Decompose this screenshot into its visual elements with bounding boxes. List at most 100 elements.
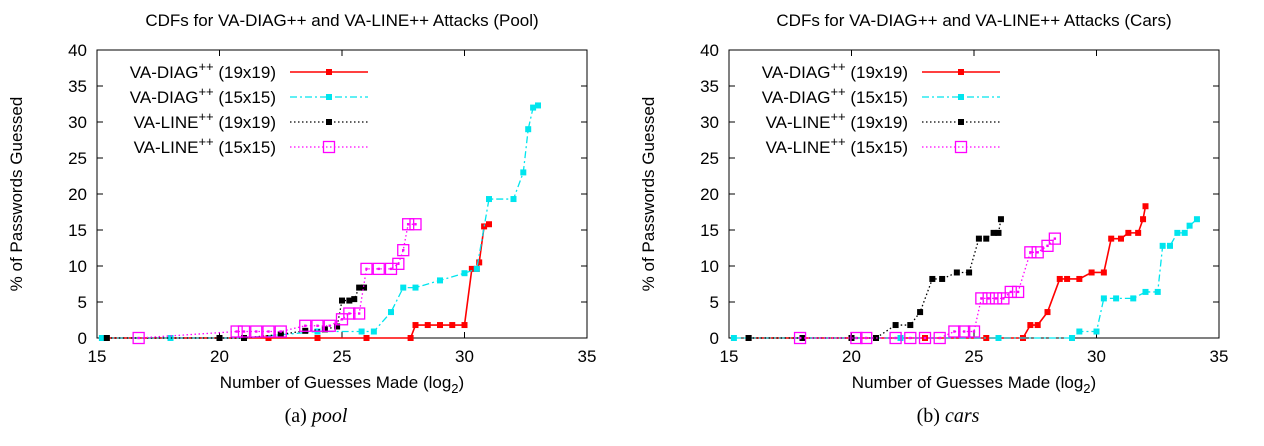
- data-point-center: [267, 330, 270, 333]
- data-point-center: [255, 330, 258, 333]
- data-point-center: [328, 324, 331, 327]
- data-point: [1056, 275, 1063, 282]
- data-point: [1142, 288, 1149, 295]
- legend-marker: [958, 69, 964, 75]
- series-line: [138, 223, 416, 339]
- data-point: [1154, 288, 1161, 295]
- data-point: [530, 104, 537, 111]
- series-line: [800, 238, 1056, 339]
- data-point: [132, 331, 145, 345]
- data-point: [997, 216, 1004, 223]
- data-point-center: [377, 267, 380, 271]
- legend: VA-DIAG++ (19x19)VA-DIAG++ (15x15)VA-LIN…: [130, 59, 368, 157]
- data-point: [1044, 309, 1051, 316]
- x-tick-label: 35: [1210, 347, 1229, 366]
- series-line: [748, 206, 1147, 339]
- data-point: [449, 322, 456, 329]
- data-point: [486, 196, 492, 203]
- legend-label: VA-DIAG++ (15x15): [130, 84, 276, 107]
- data-point: [351, 296, 358, 303]
- y-tick-label: 0: [78, 329, 87, 348]
- data-point-center: [855, 336, 858, 340]
- data-point: [918, 331, 932, 345]
- data-point-center: [397, 262, 400, 266]
- series-line: [733, 218, 1198, 339]
- y-tick-label: 5: [78, 293, 87, 312]
- data-point-center: [953, 330, 956, 333]
- data-point: [461, 270, 468, 277]
- data-point: [1076, 275, 1083, 282]
- data-point: [237, 325, 251, 338]
- x-tick-label: 35: [578, 347, 597, 366]
- legend-label: VA-LINE++ (15x15): [134, 134, 276, 157]
- data-point-center: [304, 324, 307, 327]
- data-point: [966, 269, 973, 276]
- data-point: [1125, 229, 1132, 236]
- data-point: [892, 322, 899, 329]
- data-point: [967, 325, 981, 338]
- data-point: [1041, 239, 1054, 252]
- data-point: [241, 335, 247, 341]
- data-point: [1130, 295, 1137, 302]
- data-point-center: [894, 336, 897, 340]
- legend-marker: [958, 94, 964, 100]
- data-point: [1181, 229, 1188, 236]
- series-line: [101, 104, 539, 339]
- data-point: [1118, 235, 1124, 242]
- x-tick-label: 30: [1087, 347, 1106, 366]
- data-point: [929, 275, 936, 282]
- data-point: [982, 292, 995, 305]
- series-1: [745, 203, 1149, 341]
- data-point: [486, 221, 492, 228]
- data-point-center: [1016, 290, 1020, 294]
- data-point-center: [406, 223, 410, 226]
- data-point-center: [972, 330, 976, 333]
- data-point: [468, 265, 475, 272]
- data-point-center: [865, 336, 868, 340]
- data-point: [1048, 232, 1062, 245]
- data-point: [989, 292, 1003, 305]
- y-tick-label: 15: [68, 221, 87, 240]
- x-axis-label: Number of Guesses Made (log2): [220, 373, 464, 396]
- caption-prefix: (b): [916, 405, 940, 427]
- legend-marker: [326, 69, 332, 75]
- data-point: [525, 126, 532, 133]
- data-point: [1159, 242, 1166, 249]
- data-point: [730, 335, 737, 341]
- data-point-center: [365, 267, 368, 271]
- data-point-center: [1053, 237, 1057, 240]
- data-point: [1004, 285, 1017, 299]
- data-point-center: [1002, 297, 1005, 300]
- y-axis-label: % of Passwords Guessed: [639, 97, 658, 292]
- data-point: [370, 328, 377, 335]
- data-point: [1167, 242, 1173, 249]
- series-3: [745, 216, 1004, 341]
- series-4: [793, 232, 1062, 345]
- legend-marker: [326, 119, 332, 125]
- legend-marker: [322, 140, 336, 154]
- x-tick-label: 20: [842, 347, 861, 366]
- data-point: [314, 335, 321, 341]
- data-point-center: [963, 330, 966, 333]
- series-line: [748, 219, 1002, 339]
- chart-title: CDFs for VA-DIAG++ and VA-LINE++ Attacks…: [145, 11, 538, 30]
- data-point: [1140, 216, 1147, 223]
- caption-cars: (b) cars: [632, 405, 1264, 428]
- y-axis-label: % of Passwords Guessed: [7, 97, 26, 292]
- legend-label: VA-LINE++ (19x19): [766, 109, 908, 132]
- data-point: [983, 335, 990, 341]
- x-tick-label: 25: [333, 347, 352, 366]
- data-point: [975, 235, 982, 242]
- series-4: [132, 218, 422, 345]
- legend: VA-DIAG++ (19x19)VA-DIAG++ (15x15)VA-LIN…: [762, 59, 1000, 157]
- data-point: [356, 284, 363, 291]
- chart-title: CDFs for VA-DIAG++ and VA-LINE++ Attacks…: [776, 11, 1171, 30]
- data-point: [1174, 229, 1181, 236]
- data-point-center: [923, 336, 927, 340]
- data-point-center: [909, 336, 912, 340]
- data-point: [1100, 269, 1107, 276]
- data-point: [412, 322, 419, 329]
- data-point: [850, 331, 863, 345]
- data-point-center: [980, 297, 983, 300]
